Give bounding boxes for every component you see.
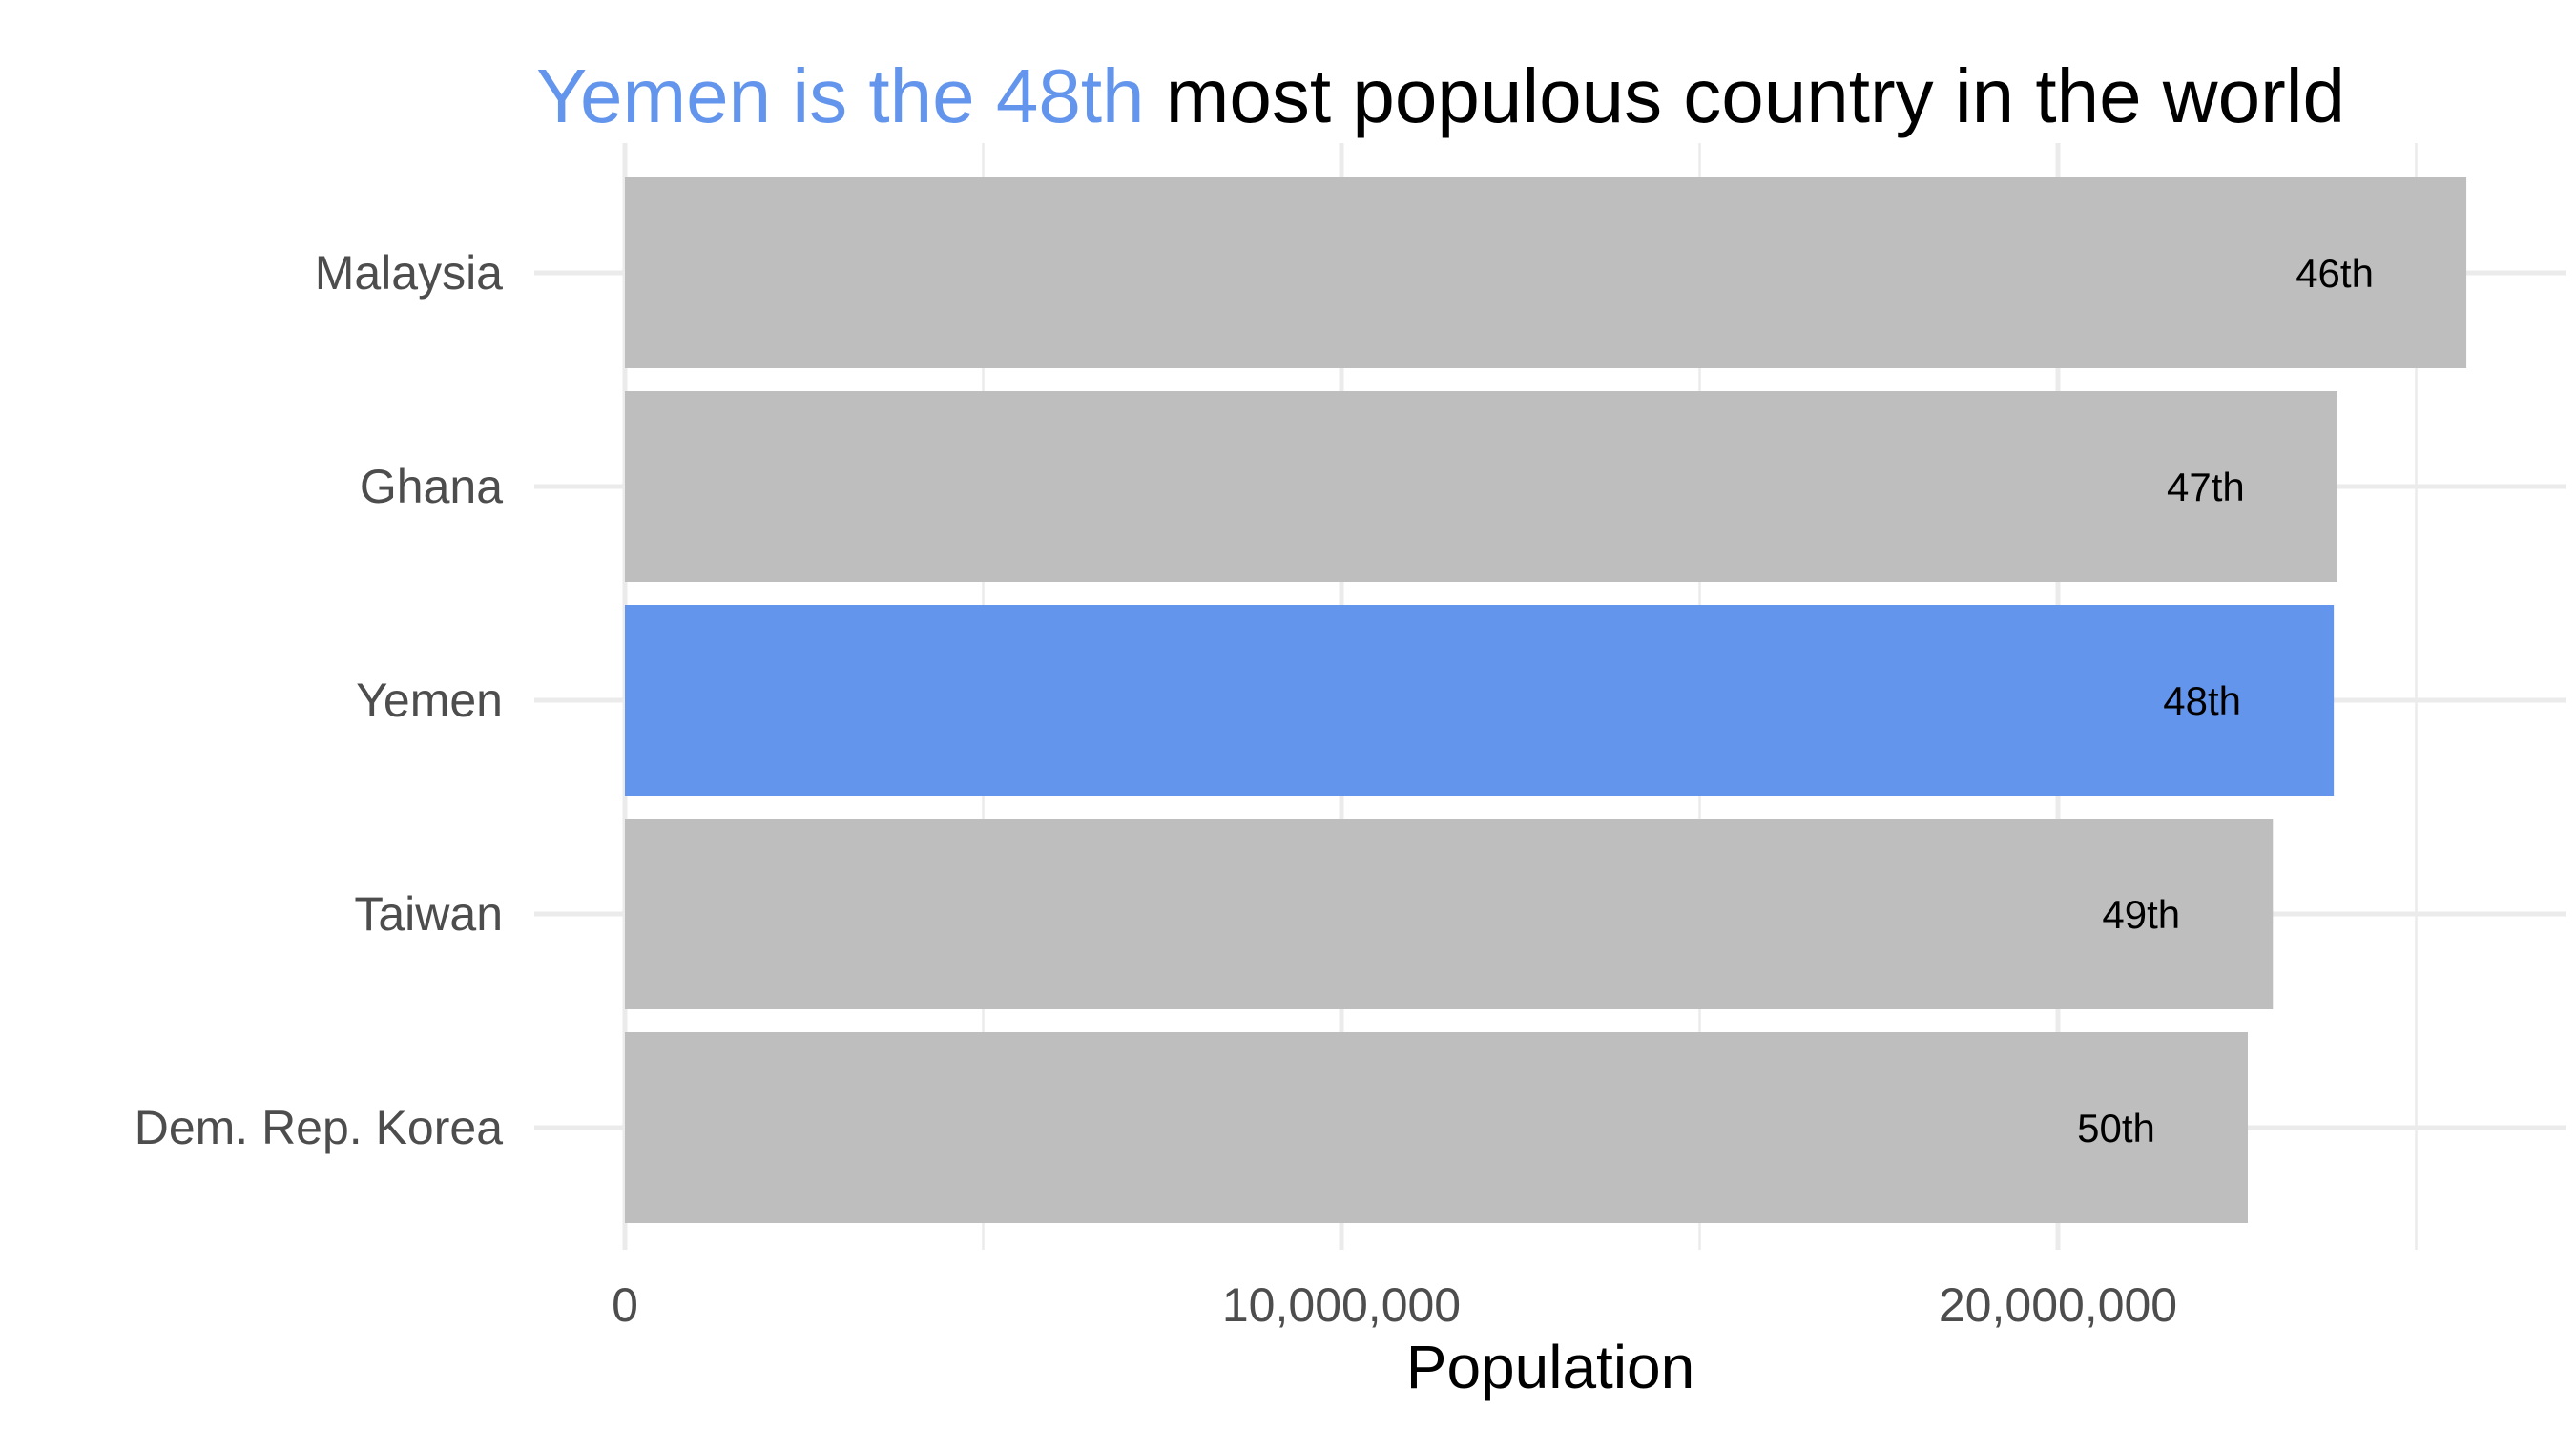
bar-rank-label: 48th [2163,678,2241,723]
x-tick-label: 10,000,000 [1222,1278,1461,1332]
y-tick-label: Malaysia [315,246,503,300]
bar-rank-label: 50th [2077,1106,2155,1151]
rank-labels: 46th 47th 48th 49th 50th [2077,251,2374,1151]
x-tick-label: 20,000,000 [1939,1278,2177,1332]
bar-taiwan [625,819,2274,1009]
y-tick-label: Yemen [356,674,503,727]
x-axis-label: Population [1406,1333,1694,1401]
bar-ghana [625,391,2337,582]
x-tick-label: 0 [612,1278,638,1332]
chart-title-rest: most populous country in the world [1145,53,2345,138]
bar-yemen [625,605,2335,796]
y-tick-label: Dem. Rep. Korea [135,1101,503,1154]
y-axis-tick-labels: Malaysia Ghana Yemen Taiwan Dem. Rep. Korea [135,246,503,1154]
bar-rank-label: 46th [2296,251,2374,296]
bar-dem-rep-korea [625,1032,2249,1223]
bar-rank-label: 47th [2167,465,2245,509]
y-tick-label: Taiwan [354,887,503,941]
chart-title-highlight: Yemen is the 48th [536,53,1145,138]
bar-malaysia [625,177,2467,368]
x-axis-tick-labels: 0 10,000,000 20,000,000 [612,1278,2177,1332]
y-tick-label: Ghana [360,460,503,513]
chart-title: Yemen is the 48th most populous country … [536,53,2345,138]
bars [625,177,2467,1223]
bar-rank-label: 49th [2102,892,2180,937]
